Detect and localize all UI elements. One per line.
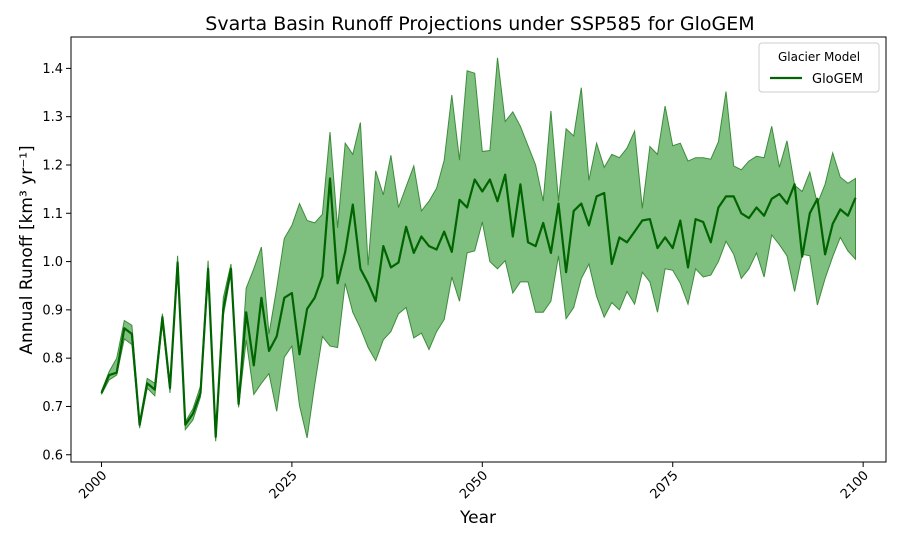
- axes-frame: [70, 36, 887, 463]
- x-axis-ticks: 2000 2025 2050 2075 2100: [76, 462, 872, 502]
- legend-entry-glogem: GloGEM: [812, 72, 863, 87]
- plot-area: [100, 57, 857, 442]
- chart-title: Svarta Basin Runoff Projections under SS…: [205, 13, 754, 35]
- legend-box: [758, 42, 880, 93]
- y-tick-label: 0.8: [42, 352, 63, 367]
- x-tick-label: 2050: [457, 468, 491, 502]
- legend-title: Glacier Model: [778, 50, 860, 64]
- y-tick-label: 0.6: [42, 448, 63, 463]
- x-tick-label: 2025: [267, 468, 301, 502]
- y-tick-label: 0.7: [42, 400, 63, 415]
- legend: Glacier Model GloGEM: [758, 42, 880, 93]
- y-tick-label: 1.0: [42, 255, 63, 270]
- x-tick-label: 2075: [648, 468, 682, 502]
- series-line-glogem: [100, 173, 857, 438]
- y-tick-label: 1.4: [42, 62, 63, 77]
- spread-band: [101, 57, 856, 442]
- x-tick-label: 2000: [76, 468, 110, 502]
- y-tick-label: 0.9: [42, 303, 63, 318]
- x-tick-label: 2100: [838, 468, 872, 502]
- y-tick-label: 1.1: [42, 207, 63, 222]
- y-axis-ticks: 0.6 0.7 0.8 0.9 1.0 1.1 1.2 1.3 1.4: [42, 62, 71, 463]
- x-axis-label: Year: [459, 508, 496, 528]
- y-tick-label: 1.2: [42, 158, 63, 173]
- y-axis-label: Annual Runoff [km³ yr⁻¹]: [17, 145, 37, 354]
- y-tick-label: 1.3: [42, 110, 63, 125]
